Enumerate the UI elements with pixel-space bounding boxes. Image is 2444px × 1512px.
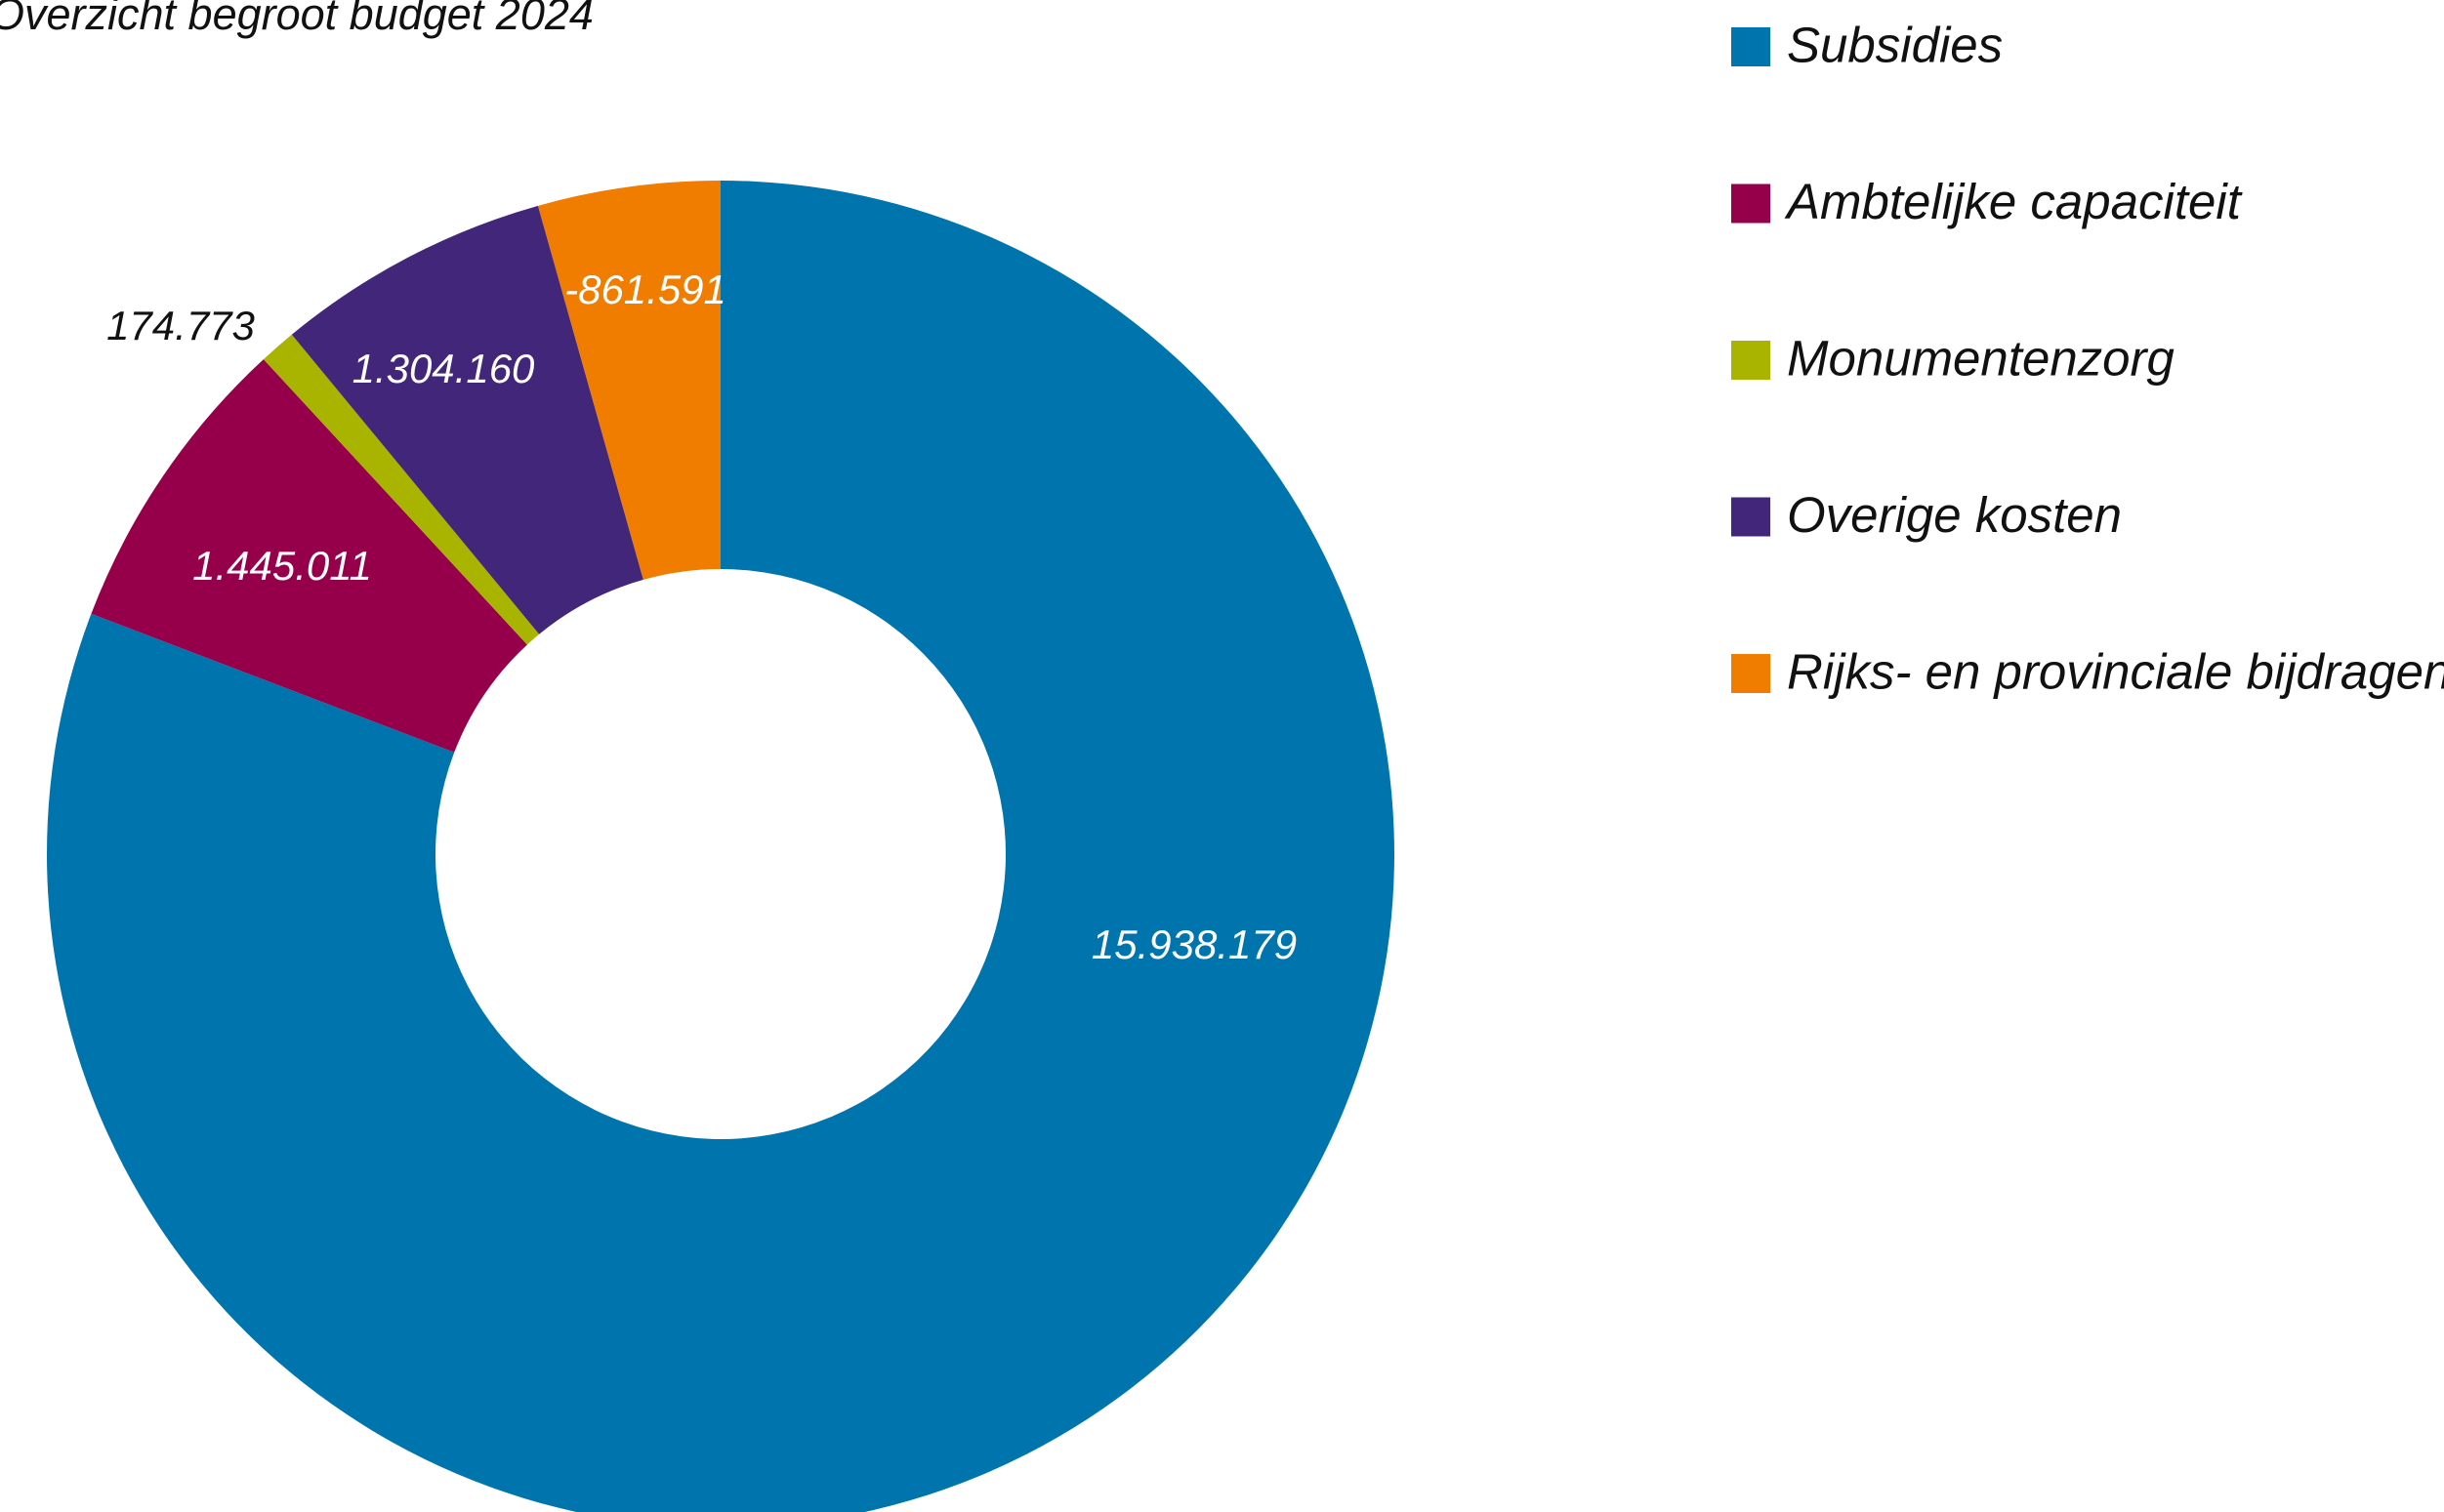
data-label: 174.773: [106, 303, 255, 348]
legend-swatch: [1731, 184, 1770, 224]
donut-slice: [91, 359, 527, 753]
data-label: 1.445.011: [192, 543, 372, 589]
donut-slice: [47, 181, 1394, 1512]
legend-swatch: [1731, 654, 1770, 693]
legend-swatch: [1731, 341, 1770, 380]
chart-title: Overzicht begroot budget 2024: [0, 0, 594, 39]
legend-swatch: [1731, 497, 1770, 537]
data-label: 15.938.179: [1092, 921, 1297, 967]
legend-label: Subsidies: [1787, 17, 2003, 72]
legend-label: Rijks- en provinciale bijdragen: [1787, 643, 2444, 699]
legend-label: Monumentenzorg: [1787, 330, 2175, 386]
legend-label: Overige kosten: [1787, 487, 2122, 543]
data-label: 1.304.160: [352, 346, 535, 391]
donut-slice: [537, 181, 721, 580]
data-label: -861.591: [564, 266, 726, 312]
donut-slice: [263, 334, 540, 645]
donut-slice: [291, 205, 643, 634]
legend-label: Ambtelijke capaciteit: [1784, 174, 2243, 229]
legend-swatch: [1731, 27, 1770, 66]
